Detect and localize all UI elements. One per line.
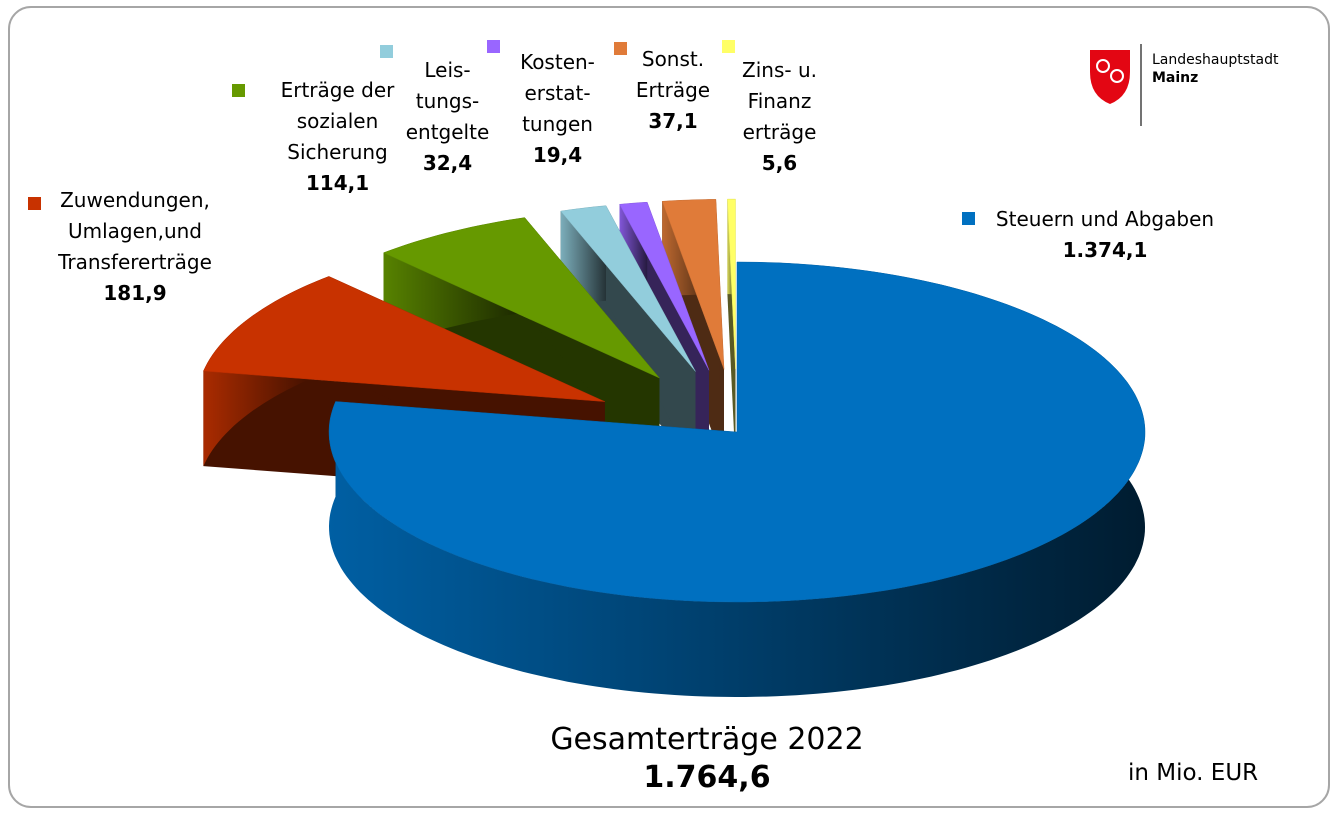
data-label: Zins- u. Finanz erträge 5,6 [732, 55, 827, 179]
legend-swatch [614, 42, 627, 55]
logo-wheel [1110, 69, 1124, 83]
pie [203, 198, 1146, 697]
legend-swatch [380, 45, 393, 58]
slice [328, 261, 1146, 603]
label-value: 32,4 [422, 151, 473, 175]
logo-wheel [1096, 59, 1110, 73]
label-name: Zins- u. Finanz erträge [742, 58, 817, 144]
logo-text: Landeshauptstadt [1152, 52, 1279, 68]
data-label: Kosten- erstat- tungen 19,4 [505, 47, 610, 171]
label-name: Kosten- erstat- tungen [520, 50, 595, 136]
logo-text: Mainz [1152, 70, 1199, 86]
legend-swatch [232, 84, 245, 97]
legend-swatch [722, 40, 735, 53]
label-name: Steuern und Abgaben [995, 207, 1215, 231]
data-label: Sonst. Erträge 37,1 [628, 44, 718, 137]
slice [619, 201, 710, 371]
legend-swatch [28, 197, 41, 210]
data-label: Steuern und Abgaben 1.374,1 [985, 204, 1225, 266]
label-value: 5,6 [761, 151, 798, 175]
label-value: 1.374,1 [1062, 238, 1148, 262]
label-name: Sonst. Erträge [635, 47, 711, 102]
slice [382, 217, 660, 379]
label-name: Erträge der sozialen Sicherung [280, 78, 395, 164]
slice [661, 199, 725, 370]
slice [203, 276, 605, 402]
legend-swatch [962, 212, 975, 225]
label-name: Leis- tungs- entgelte [405, 58, 490, 144]
label-value: 19,4 [532, 143, 583, 167]
total-title: Gesamterträge 2022 [550, 722, 864, 757]
slice [560, 205, 696, 372]
legend-swatch [487, 40, 500, 53]
data-label: Erträge der sozialen Sicherung 114,1 [255, 75, 420, 199]
label-name: Zuwendungen, Umlagen,und Transfererträge [58, 188, 212, 274]
slice [727, 198, 736, 370]
total-value: 1.764,6 [643, 760, 771, 795]
label-value: 181,9 [103, 281, 167, 305]
unit-note: in Mio. EUR [1128, 760, 1259, 786]
logo-shield [1090, 50, 1130, 104]
data-label: Leis- tungs- entgelte 32,4 [400, 55, 495, 179]
label-value: 37,1 [648, 109, 698, 133]
data-label: Zuwendungen, Umlagen,und Transfererträge… [45, 185, 225, 309]
label-value: 114,1 [305, 171, 370, 195]
